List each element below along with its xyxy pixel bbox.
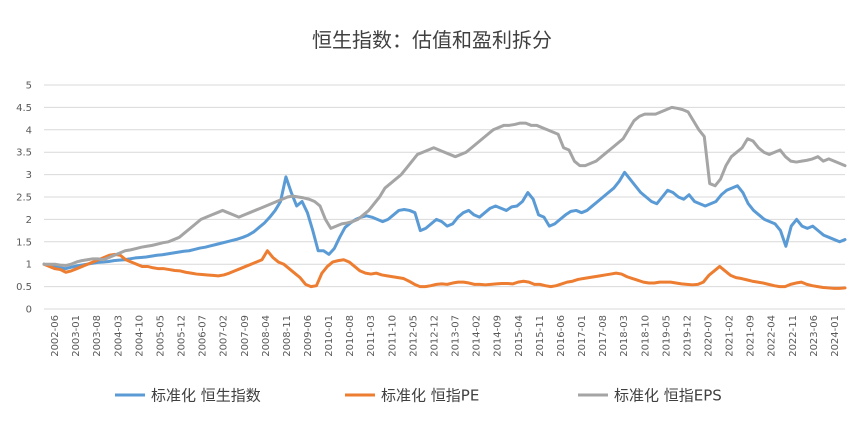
y-tick-label: 2 [26,215,32,226]
legend-label-2: 标准化 恒指EPS [614,387,722,405]
y-tick-label: 5 [26,81,32,92]
x-tick-label: 2011-10 [387,315,398,357]
x-tick-label: 2012-12 [429,315,440,357]
x-tick-label: 2022-11 [788,315,799,357]
x-tick-label: 2007-02 [219,315,230,357]
series-line-2 [42,105,847,268]
x-tick-label: 2014-09 [493,315,504,357]
x-tick-label: 2020-07 [703,315,714,357]
grid-lines [44,84,845,310]
x-tick-label: 2011-03 [366,315,377,357]
chart-title: 恒生指数：估值和盈利拆分 [312,28,552,52]
x-tick-label: 2005-05 [155,315,166,357]
series-lines [42,105,847,290]
y-tick-label: 0.5 [16,282,32,293]
y-tick-label: 0 [26,305,32,316]
x-tick-label: 2015-04 [514,315,525,357]
y-tick-label: 4 [26,125,32,136]
x-tick-label: 2008-04 [261,315,272,357]
x-axis: 2002-06 2003-01 2003-08 2004-03 2004-10 2005-… [50,315,841,357]
x-tick-label: 2010-01 [324,315,335,357]
x-tick-label: 2005-12 [177,315,188,357]
x-tick-label: 2022-04 [767,315,778,357]
x-tick-label: 2004-03 [113,315,124,357]
x-tick-label: 2007-09 [240,315,251,357]
x-tick-label: 2021-09 [746,315,757,357]
x-tick-label: 2018-03 [619,315,630,357]
y-tick-label: 4.5 [16,103,32,114]
x-tick-label: 2009-06 [303,315,314,357]
x-tick-label: 2024-01 [830,315,841,357]
x-tick-label: 2013-07 [451,315,462,357]
x-tick-label: 2012-05 [408,315,419,357]
legend-label-0: 标准化 恒生指数 [151,387,261,405]
x-tick-label: 2008-11 [282,315,293,357]
x-tick-label: 2010-08 [345,315,356,357]
x-tick-label: 2003-01 [71,315,82,357]
y-axis: 0 0.5 1 1.5 2 2.5 3 3.5 4 4.5 5 [16,81,32,316]
x-tick-label: 2021-02 [725,315,736,357]
x-tick-label: 2017-08 [598,315,609,357]
x-tick-label: 2004-10 [134,315,145,357]
x-tick-label: 2017-01 [577,315,588,357]
x-tick-label: 2019-12 [682,315,693,357]
series-line-0 [42,170,847,271]
x-tick-label: 2019-05 [661,315,672,357]
x-tick-label: 2003-08 [92,315,103,357]
x-tick-label: 2002-06 [50,315,61,357]
y-tick-label: 1.5 [16,237,32,248]
x-tick-label: 2016-06 [556,315,567,357]
x-tick-label: 2006-07 [198,315,209,357]
legend: 标准化 恒生指数 标准化 恒指PE 标准化 恒指EPS [115,387,722,405]
y-tick-label: 1 [26,260,32,271]
x-tick-label: 2014-02 [472,315,483,357]
x-tick-label: 2015-11 [535,315,546,357]
legend-label-1: 标准化 恒指PE [381,387,479,405]
series-line-1 [42,249,847,290]
y-tick-label: 3.5 [16,148,32,159]
x-tick-label: 2018-10 [640,315,651,357]
x-tick-label: 2023-06 [809,315,820,357]
y-tick-label: 3 [26,170,32,181]
y-tick-label: 2.5 [16,193,32,204]
